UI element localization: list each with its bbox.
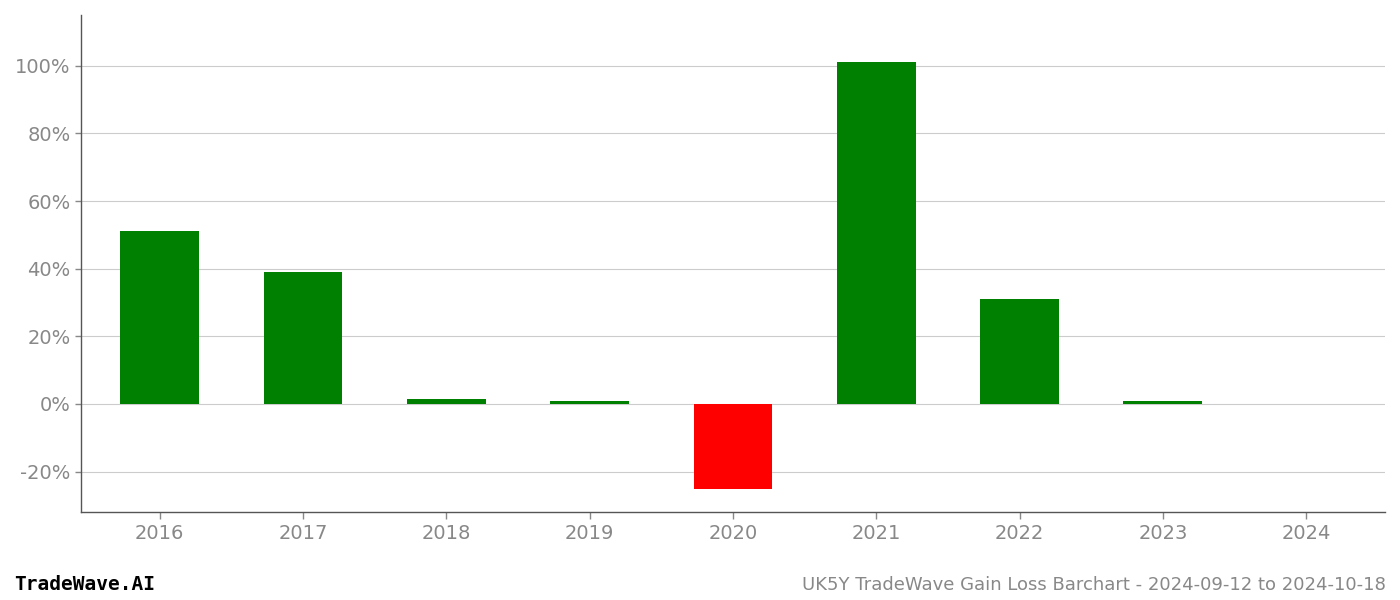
Bar	[837, 62, 916, 404]
Bar	[1123, 401, 1203, 404]
Text: UK5Y TradeWave Gain Loss Barchart - 2024-09-12 to 2024-10-18: UK5Y TradeWave Gain Loss Barchart - 2024…	[802, 576, 1386, 594]
Bar	[693, 404, 773, 488]
Bar	[980, 299, 1058, 404]
Bar	[550, 401, 629, 404]
Bar	[407, 399, 486, 404]
Bar	[120, 232, 199, 404]
Text: TradeWave.AI: TradeWave.AI	[14, 575, 155, 594]
Bar	[263, 272, 343, 404]
